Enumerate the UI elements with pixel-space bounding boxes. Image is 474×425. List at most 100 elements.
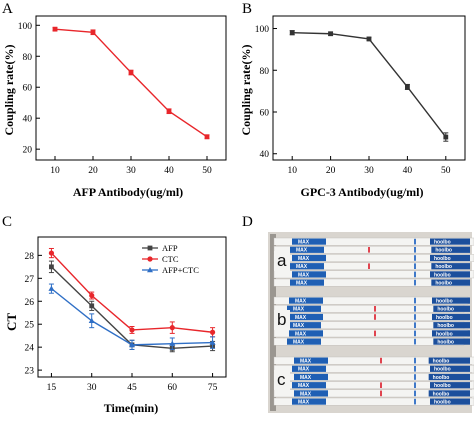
photo-row-letter: b [277,310,286,329]
control-line [414,330,416,337]
strip-brand-text: MAX [300,391,312,397]
strip-blue-handle [294,373,328,381]
chart-a-coupling-rate-afp: 10 20 30 40 50 20 40 60 80 100 AFP Antibody(ug/m… [2,15,227,199]
chart-b-y-tick-label: 100 [255,25,270,35]
strip-blue-handle [290,279,324,286]
row-letter-bg [274,370,290,390]
strip-blue-handle [292,382,326,389]
test-strip [273,237,474,246]
cassette-blue [430,365,470,372]
chart-b-y-tick-label: 60 [260,109,270,119]
chart-c-x-tick-label: 30 [87,383,97,393]
chart-a-x-tick-label: 40 [164,166,174,176]
chart-c-plot-area [37,236,227,378]
chart-c-data-point [169,340,176,346]
control-line [414,338,416,345]
test-line-red [380,390,382,397]
cassette-blue [430,238,470,245]
chart-b-y-tick-label: 80 [260,67,270,77]
control-line [414,314,416,320]
test-strip-photo: MAX hoolbo MAX hoolbo MAX hoolbo MAX hoolbo MAX h… [268,232,474,413]
photo-row-letter: c [277,370,286,389]
chart-c-y-tick-label: 26 [25,298,35,308]
chart-c-data-point [89,303,95,309]
chart-a-y-tick-label: 60 [23,84,33,94]
test-line-red [380,357,382,364]
chart-a-y-tick-label: 80 [23,53,33,63]
strip-brand-text: MAX [298,383,310,389]
row-letter-bg [274,251,290,271]
strip-blue-handle [292,254,326,262]
chart-c-x-axis-title: Time(min) [104,401,158,415]
chart-c-y-tick-label: 27 [25,275,35,285]
strip-brand-text: MAX [298,240,310,246]
chart-c-y-tick-label: 28 [25,252,35,262]
cassette-brand-text: hoolbo [437,307,454,313]
chart-c-y-tick-label: 23 [25,367,35,377]
cassette-blue [430,382,470,389]
cassette-brand-text: hoolbo [434,272,451,278]
control-line [414,271,416,278]
chart-c-series-line-2 [50,288,213,346]
panel-letter-d: D [242,214,253,230]
strip-blue-handle [289,330,323,337]
test-strip [273,270,474,279]
chart-a-x-tick-label: 50 [202,166,212,176]
cassette-blue [432,330,470,337]
chart-c-data-point [89,292,95,299]
test-strip [273,397,474,406]
chart-a-x-tick-label: 30 [126,166,136,176]
control-line [414,263,416,269]
strip-brand-text: MAX [298,256,310,262]
legend-marker-1 [147,256,153,262]
photo-row-letter: a [277,251,287,270]
control-line [414,279,416,286]
chart-c-data-point [209,339,216,345]
chart-b-x-ticks: 10 20 30 40 50 [287,156,451,176]
cassette-blue [433,305,470,312]
control-line [414,366,416,372]
strip-brand-text: MAX [293,307,305,313]
chart-a-data-point [128,70,134,75]
control-line [414,357,416,364]
strip-brand-text: MAX [295,315,307,321]
test-line-red [374,330,376,337]
strip-brand-text: MAX [300,359,312,365]
cassette-brand-text: hoolbo [435,248,452,254]
chart-b-series-line-0 [292,31,447,138]
chart-b-data-point [366,36,372,42]
chart-c-data-point [129,341,135,348]
chart-a-y-tick-label: 40 [23,115,33,125]
chart-c-data-point [169,325,175,331]
legend-label-1: CTC [162,254,179,264]
chart-b-x-tick-label: 30 [364,166,374,176]
strip-blue-handle [290,263,324,270]
cassette-brand-text: hoolbo [436,315,453,321]
chart-c-y-tick-label: 25 [25,321,35,331]
cassette-blue [433,322,470,329]
cassette-brand-text: hoolbo [433,375,450,381]
control-line [414,382,416,388]
chart-c-x-tick-label: 45 [127,383,137,393]
test-strip [273,389,474,398]
strip-brand-text: MAX [293,340,305,346]
strip-blue-handle [289,297,323,304]
cassette-brand-text: hoolbo [434,383,451,389]
chart-a-x-ticks: 10 20 30 40 50 [50,156,212,176]
chart-b-x-tick-label: 10 [287,166,297,176]
cassette-blue [431,263,470,270]
chart-a-y-tick-label: 100 [18,22,33,32]
chart-c-data-point [129,327,135,333]
chart-c-data-point [48,285,55,291]
control-line [414,390,416,397]
strip-brand-text: MAX [293,323,305,329]
test-line-red [368,247,370,253]
cassette-brand-text: hoolbo [433,391,450,397]
chart-a-y-ticks: 20 40 60 80 100 [18,22,40,156]
chart-c-data-point [209,329,216,335]
cassette-blue [428,390,470,397]
chart-c-x-tick-label: 75 [208,383,218,393]
strip-brand-text: MAX [295,299,307,305]
